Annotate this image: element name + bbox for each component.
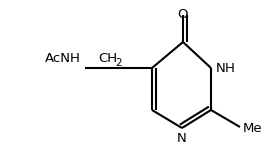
Text: O: O (178, 9, 188, 22)
Text: CH: CH (98, 51, 117, 64)
Text: Me: Me (243, 123, 263, 135)
Text: H: H (225, 61, 235, 74)
Text: AcNH: AcNH (45, 51, 81, 64)
Text: N: N (216, 61, 226, 74)
Text: 2: 2 (115, 58, 122, 68)
Text: N: N (177, 132, 187, 145)
